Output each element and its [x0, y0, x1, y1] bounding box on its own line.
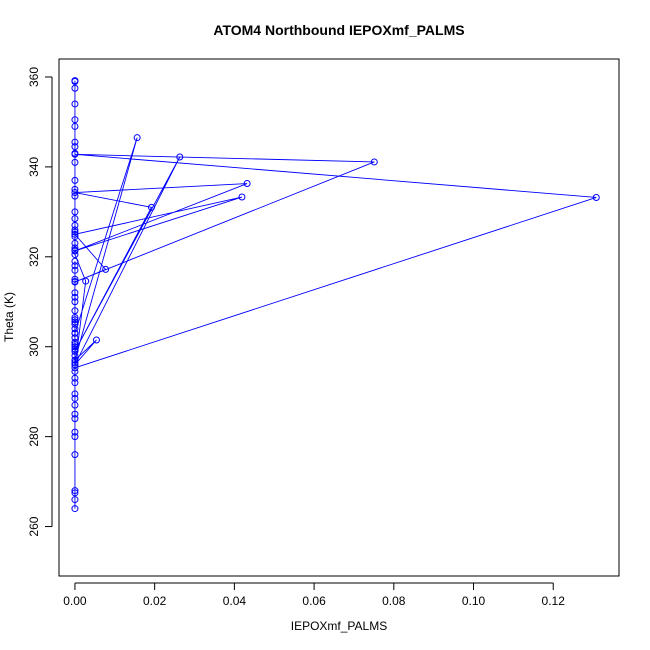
data-point: [71, 496, 79, 504]
data-point: [71, 451, 79, 459]
data-point: [71, 487, 79, 495]
data-point: [71, 325, 79, 333]
data-point: [71, 358, 79, 366]
data-point: [71, 394, 79, 402]
data-point: [71, 100, 79, 108]
data-point: [71, 340, 79, 348]
data-point: [71, 289, 79, 297]
x-tick-label: 0.08: [382, 594, 406, 608]
data-point: [71, 334, 79, 342]
x-tick-label: 0.04: [223, 594, 247, 608]
data-point: [71, 320, 79, 328]
data-point: [71, 410, 79, 418]
data-point: [92, 336, 100, 344]
data-point: [238, 193, 246, 201]
data-point: [71, 226, 79, 234]
x-tick-label: 0.00: [63, 594, 87, 608]
data-point: [147, 203, 155, 211]
plot-frame: [58, 58, 620, 577]
data-point: [71, 185, 79, 193]
data-point: [71, 433, 79, 441]
y-tick-label: 260: [27, 516, 41, 536]
data-point: [71, 77, 79, 85]
data-point: [176, 153, 184, 161]
x-axis-label: IEPOXmf_PALMS: [291, 619, 387, 633]
data-point: [71, 228, 79, 236]
data-point: [71, 143, 79, 151]
data-point: [71, 122, 79, 130]
data-point: [71, 489, 79, 497]
data-point: [592, 193, 600, 201]
data-point: [71, 158, 79, 166]
x-tick-label: 0.10: [462, 594, 486, 608]
y-tick-label: 360: [27, 67, 41, 87]
chart-title: ATOM4 Northbound IEPOXmf_PALMS: [213, 22, 464, 38]
data-point: [71, 208, 79, 216]
data-point: [71, 246, 79, 254]
data-point: [71, 307, 79, 315]
data-point: [102, 265, 110, 273]
data-point: [71, 149, 79, 157]
data-point: [71, 352, 79, 360]
data-point: [71, 505, 79, 513]
data-point: [71, 251, 79, 259]
data-point: [71, 415, 79, 423]
data-point: [71, 230, 79, 238]
data-point: [71, 84, 79, 92]
data-point: [71, 314, 79, 321]
y-tick-label: 320: [27, 246, 41, 266]
data-point: [82, 277, 90, 285]
data-point: [71, 116, 79, 124]
data-point: [71, 275, 79, 283]
data-point: [71, 293, 79, 301]
data-point: [71, 262, 79, 270]
y-axis: 260 280 300 320 340 360: [27, 67, 53, 537]
data-point: [133, 134, 141, 142]
series-line: [74, 80, 597, 509]
y-tick-label: 340: [27, 157, 41, 177]
data-point: [71, 356, 79, 364]
data-point: [71, 266, 79, 274]
data-point: [71, 361, 79, 369]
data-point: [71, 192, 79, 200]
data-point: [71, 379, 79, 387]
data-point: [71, 374, 79, 382]
data-point: [71, 390, 79, 398]
data-point: [71, 347, 79, 355]
y-tick-label: 280: [27, 426, 41, 446]
data-point: [71, 221, 79, 229]
y-tick-label: 300: [27, 336, 41, 356]
data-point: [71, 138, 79, 146]
data-point: [71, 367, 79, 375]
y-axis-label: Theta (K): [2, 292, 16, 342]
data-point: [71, 401, 79, 409]
data-point: [71, 278, 79, 286]
x-axis: 0.00 0.02 0.04 0.06 0.08 0.10 0.12: [63, 582, 566, 608]
data-point: [71, 329, 79, 337]
x-tick-label: 0.12: [542, 594, 566, 608]
data-point: [71, 239, 79, 247]
data-point: [71, 343, 79, 351]
data-point: [71, 257, 79, 265]
data-point: [71, 233, 79, 241]
data-point: [370, 158, 378, 166]
data-point: [71, 298, 79, 306]
data-point: [71, 364, 79, 372]
x-tick-label: 0.06: [302, 594, 326, 608]
data-point: [71, 338, 79, 346]
x-tick-label: 0.02: [143, 594, 167, 608]
data-point: [71, 316, 79, 324]
data-point: [71, 318, 79, 326]
data-point: [71, 428, 79, 436]
data-point: [71, 244, 79, 252]
data-series: [71, 77, 600, 513]
data-point: [71, 215, 79, 223]
data-point: [243, 180, 251, 188]
data-point: [71, 345, 79, 353]
data-point: [71, 189, 79, 197]
data-point: [71, 176, 79, 184]
